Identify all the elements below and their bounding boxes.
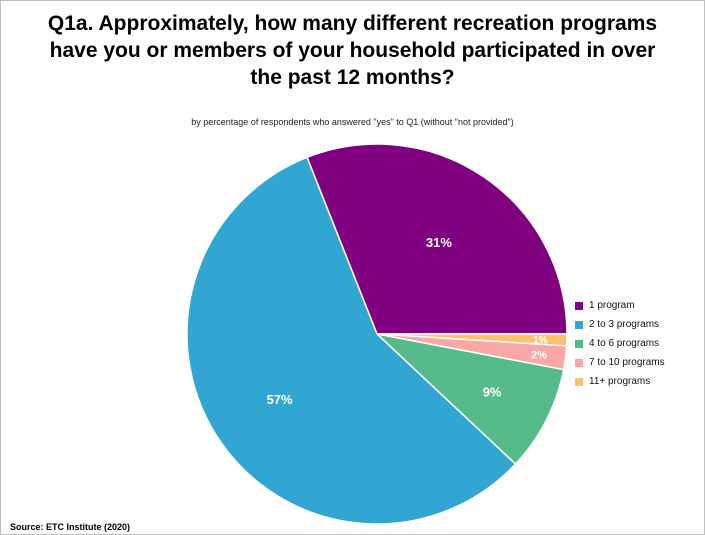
chart-title: Q1a. Approximately, how many different r… <box>0 10 705 91</box>
data-label-11-plus-programs: 1% <box>533 335 548 346</box>
legend-label: 1 program <box>589 300 635 311</box>
pie-slice-2-to-3-programs <box>186 156 517 525</box>
title-line-2: have you or members of your household pa… <box>49 39 656 62</box>
legend-swatch <box>575 358 583 367</box>
data-label-7-to-10-programs: 2% <box>531 350 547 362</box>
legend-swatch <box>575 320 583 329</box>
legend-item-7-to-10-programs: 7 to 10 programs <box>575 353 665 372</box>
source-note: Source: ETC Institute (2020) <box>10 522 131 532</box>
pie-slice-1-program <box>306 143 568 335</box>
legend-label: 2 to 3 programs <box>589 319 660 330</box>
legend-label: 7 to 10 programs <box>589 357 665 368</box>
legend-swatch <box>575 377 583 386</box>
legend-swatch <box>575 339 583 348</box>
data-label-4-to-6-programs: 9% <box>483 385 502 400</box>
title-line-1: Q1a. Approximately, how many different r… <box>47 12 658 35</box>
data-label-1-program: 31% <box>426 235 452 250</box>
legend-item-4-to-6-programs: 4 to 6 programs <box>575 334 665 353</box>
legend-item-11-plus-programs: 11+ programs <box>575 372 665 391</box>
chart-legend: 1 program 2 to 3 programs 4 to 6 programs 7… <box>575 296 665 391</box>
legend-item-2-to-3-programs: 2 to 3 programs <box>575 315 665 334</box>
legend-swatch <box>575 301 583 310</box>
pie-slice-4-to-6-programs <box>374 332 565 466</box>
legend-item-1-program: 1 program <box>575 296 665 315</box>
title-line-3: the past 12 months? <box>250 66 455 89</box>
legend-label: 4 to 6 programs <box>589 338 660 349</box>
chart-subtitle: by percentage of respondents who answere… <box>191 117 514 127</box>
legend-label: 11+ programs <box>589 376 651 387</box>
data-label-2-to-3-programs: 57% <box>267 392 293 407</box>
